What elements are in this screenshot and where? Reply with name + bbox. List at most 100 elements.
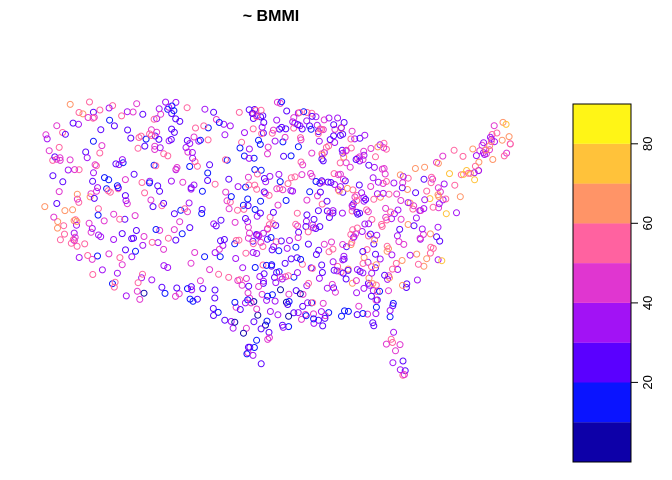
data-point xyxy=(269,208,277,216)
data-point xyxy=(376,255,384,263)
data-point xyxy=(41,203,49,211)
data-point xyxy=(247,299,255,307)
data-point xyxy=(464,169,472,177)
data-point xyxy=(204,136,212,144)
data-point xyxy=(292,220,300,228)
data-point xyxy=(283,244,291,252)
data-point xyxy=(362,196,370,203)
data-point xyxy=(352,156,360,163)
data-point xyxy=(244,173,252,181)
data-point xyxy=(148,276,156,284)
data-point xyxy=(232,237,240,244)
data-point xyxy=(101,174,108,182)
data-point xyxy=(217,216,225,224)
data-point xyxy=(73,242,81,250)
data-point xyxy=(96,106,104,114)
data-point xyxy=(372,250,379,258)
data-point xyxy=(191,249,199,256)
data-point xyxy=(165,103,173,111)
data-point xyxy=(142,135,150,143)
data-point xyxy=(129,108,137,116)
data-point xyxy=(383,242,391,250)
data-point xyxy=(89,177,97,185)
data-point xyxy=(365,232,372,240)
data-point xyxy=(268,129,276,137)
data-point xyxy=(330,132,338,140)
data-point xyxy=(338,312,345,320)
data-point xyxy=(59,178,67,186)
legend-color-band xyxy=(573,183,631,224)
data-point xyxy=(390,328,398,336)
data-point xyxy=(178,230,186,238)
data-point xyxy=(54,218,62,226)
data-point xyxy=(81,240,89,248)
data-point xyxy=(500,152,508,160)
data-point xyxy=(276,99,284,107)
data-point xyxy=(172,236,180,244)
data-point xyxy=(133,287,141,295)
data-point xyxy=(215,119,223,126)
data-point xyxy=(193,295,201,303)
data-point xyxy=(136,295,144,303)
data-point xyxy=(199,285,207,293)
data-point xyxy=(109,102,117,110)
data-point xyxy=(398,257,406,264)
data-point xyxy=(222,188,230,196)
data-point xyxy=(186,163,194,170)
data-point xyxy=(287,152,295,160)
data-point xyxy=(364,258,372,266)
data-point xyxy=(115,161,123,169)
data-point xyxy=(189,154,197,162)
data-point xyxy=(73,190,81,198)
data-point xyxy=(170,210,178,218)
data-point xyxy=(223,197,231,205)
data-point xyxy=(257,106,265,114)
data-point xyxy=(84,252,92,259)
data-point xyxy=(286,237,293,244)
data-point xyxy=(105,176,113,184)
data-point xyxy=(155,135,163,143)
data-point xyxy=(453,209,460,217)
data-point xyxy=(103,185,111,193)
data-point xyxy=(255,283,263,290)
data-point xyxy=(333,267,341,275)
data-point xyxy=(370,240,378,248)
data-point xyxy=(264,225,271,232)
data-point xyxy=(177,206,185,214)
data-point xyxy=(55,188,63,196)
data-point xyxy=(331,139,339,146)
data-point xyxy=(318,269,326,276)
data-point xyxy=(330,170,338,178)
data-point xyxy=(162,98,170,106)
data-point xyxy=(190,133,198,141)
data-point xyxy=(442,210,450,218)
data-point xyxy=(245,154,253,162)
data-point xyxy=(403,280,411,288)
data-point xyxy=(118,112,126,120)
data-point xyxy=(95,231,102,239)
data-point xyxy=(110,122,118,130)
data-point xyxy=(434,256,442,264)
data-point xyxy=(446,170,453,178)
data-point xyxy=(442,195,450,203)
data-point xyxy=(284,180,292,188)
data-point xyxy=(269,126,277,134)
data-point xyxy=(300,108,308,116)
data-point xyxy=(97,233,105,241)
data-point xyxy=(353,289,361,297)
data-point xyxy=(487,138,495,146)
data-point xyxy=(376,287,384,295)
data-point xyxy=(316,188,324,196)
data-point xyxy=(276,184,284,192)
data-point xyxy=(110,236,118,243)
data-point xyxy=(160,199,168,207)
data-point xyxy=(132,227,140,234)
data-point xyxy=(304,299,312,307)
data-point xyxy=(116,254,124,262)
data-point xyxy=(249,249,257,256)
data-point xyxy=(116,215,124,223)
data-point xyxy=(259,261,267,269)
data-point xyxy=(262,321,269,329)
data-point xyxy=(481,151,488,158)
data-point xyxy=(146,130,154,138)
